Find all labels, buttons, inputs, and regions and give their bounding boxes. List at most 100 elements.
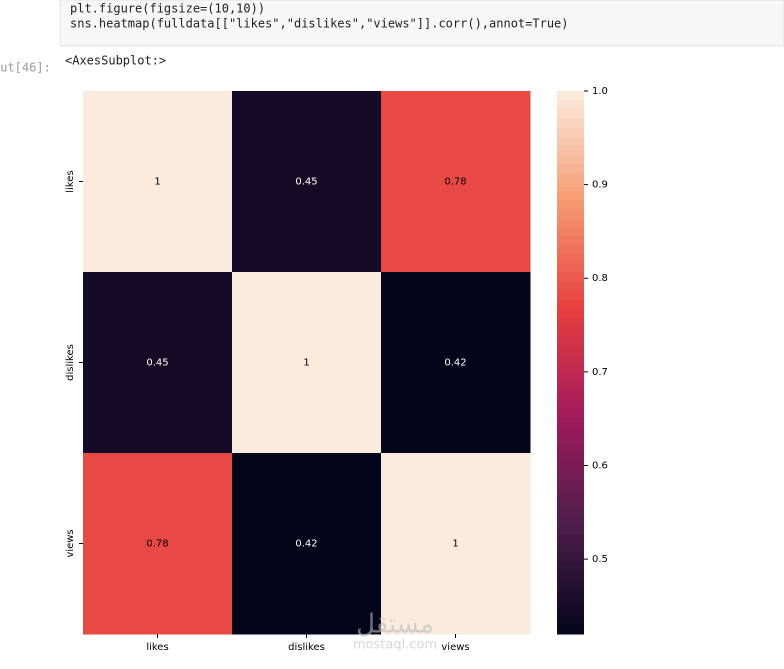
heatmap-cell: [83, 272, 233, 454]
cell-label: 1: [452, 539, 458, 550]
code-line: sns.heatmap(fulldata[["likes","dislikes"…: [70, 17, 569, 31]
x-tick-label: views: [441, 642, 469, 653]
colorbar-step: [557, 199, 584, 210]
colorbar-step: [557, 561, 584, 572]
cell-label: 0.78: [444, 177, 466, 188]
output-text: <AxesSubplot:>: [65, 54, 166, 68]
watermark: مستقل: [356, 610, 434, 640]
colorbar-tick-label: 1.0: [592, 86, 608, 97]
colorbar-step: [557, 181, 584, 192]
colorbar-step: [557, 606, 584, 617]
code-cell: [59, 0, 784, 47]
colorbar-step: [557, 136, 584, 146]
colorbar-tick-label: 0.6: [592, 460, 608, 471]
colorbar-step: [557, 163, 584, 173]
colorbar-step: [557, 516, 584, 526]
colorbar-step: [557, 127, 584, 137]
colorbar-step: [557, 145, 584, 155]
colorbar-step: [557, 344, 584, 354]
colorbar-step: [557, 489, 584, 499]
colorbar-step: [557, 480, 584, 490]
colorbar-step: [557, 525, 584, 535]
heatmap-cell: [381, 272, 531, 454]
cell-label: 0.45: [146, 358, 168, 369]
colorbar-step: [557, 498, 584, 508]
colorbar-step: [557, 235, 584, 246]
colorbar-step: [557, 272, 584, 282]
y-tick-label: dislikes: [65, 344, 76, 381]
colorbar-step: [557, 371, 584, 382]
colorbar-step: [557, 552, 584, 563]
watermark: mostaql.com: [353, 638, 437, 653]
colorbar-step: [557, 353, 584, 363]
heatmap-cell: [381, 453, 531, 635]
colorbar-step: [557, 335, 584, 345]
cell-label: 0.42: [295, 539, 317, 550]
colorbar-step: [557, 453, 584, 463]
colorbar-step: [557, 588, 584, 599]
colorbar-step: [557, 443, 584, 454]
colorbar-step: [557, 100, 584, 110]
colorbar-step: [557, 507, 584, 517]
cell-label: 0.45: [295, 177, 317, 188]
heatmap-cell: [83, 453, 233, 635]
colorbar-tick-label: 0.5: [592, 554, 608, 565]
x-tick-label: dislikes: [288, 642, 325, 653]
colorbar-step: [557, 118, 584, 128]
colorbar-step: [557, 434, 584, 445]
colorbar-step: [557, 362, 584, 373]
colorbar-step: [557, 597, 584, 608]
heatmap-cell: [381, 91, 531, 273]
heatmap-cell: [232, 272, 382, 454]
colorbar-step: [557, 326, 584, 336]
colorbar-tick-label: 0.7: [592, 367, 608, 378]
colorbar-step: [557, 262, 584, 273]
colorbar-step: [557, 534, 584, 544]
colorbar-step: [557, 624, 584, 635]
cell-label: 0.78: [146, 539, 168, 550]
y-tick-label: views: [65, 529, 76, 557]
colorbar-step: [557, 154, 584, 164]
cell-label: 1: [154, 177, 160, 188]
colorbar-step: [557, 615, 584, 626]
colorbar-step: [557, 172, 584, 182]
colorbar-step: [557, 244, 584, 255]
colorbar-step: [557, 389, 584, 400]
colorbar-step: [557, 299, 584, 309]
colorbar-step: [557, 208, 584, 219]
output-prompt: Out[46]:: [0, 61, 51, 75]
y-tick-label: likes: [65, 170, 76, 192]
colorbar-step: [557, 226, 584, 237]
cell-label: 1: [303, 358, 309, 369]
colorbar-step: [557, 416, 584, 427]
colorbar-step: [557, 190, 584, 201]
colorbar-step: [557, 281, 584, 291]
colorbar-step: [557, 91, 584, 101]
colorbar-tick-label: 0.8: [592, 273, 608, 284]
colorbar-step: [557, 317, 584, 327]
colorbar-step: [557, 543, 584, 554]
colorbar-step: [557, 253, 584, 264]
colorbar-step: [557, 407, 584, 418]
colorbar-step: [557, 570, 584, 581]
colorbar-step: [557, 308, 584, 318]
cell-label: 0.42: [444, 358, 466, 369]
colorbar-tick-label: 0.9: [592, 180, 608, 191]
colorbar-step: [557, 380, 584, 391]
colorbar-step: [557, 217, 584, 228]
heatmap: 1 0.45 0.78 0.45 1 0.42 0.78 0.42 1 likes dislikes…: [65, 86, 608, 653]
colorbar-step: [557, 462, 584, 472]
colorbar-step: [557, 471, 584, 481]
colorbar-step: [557, 290, 584, 300]
colorbar-step: [557, 398, 584, 409]
heatmap-cell: [232, 91, 382, 273]
code-line: plt.figure(figsize=(10,10)): [70, 2, 265, 16]
colorbar-step: [557, 579, 584, 590]
heatmap-cell: [232, 453, 382, 635]
x-tick-label: likes: [146, 642, 168, 653]
colorbar-step: [557, 425, 584, 436]
heatmap-cell: [83, 91, 233, 273]
colorbar-step: [557, 109, 584, 119]
